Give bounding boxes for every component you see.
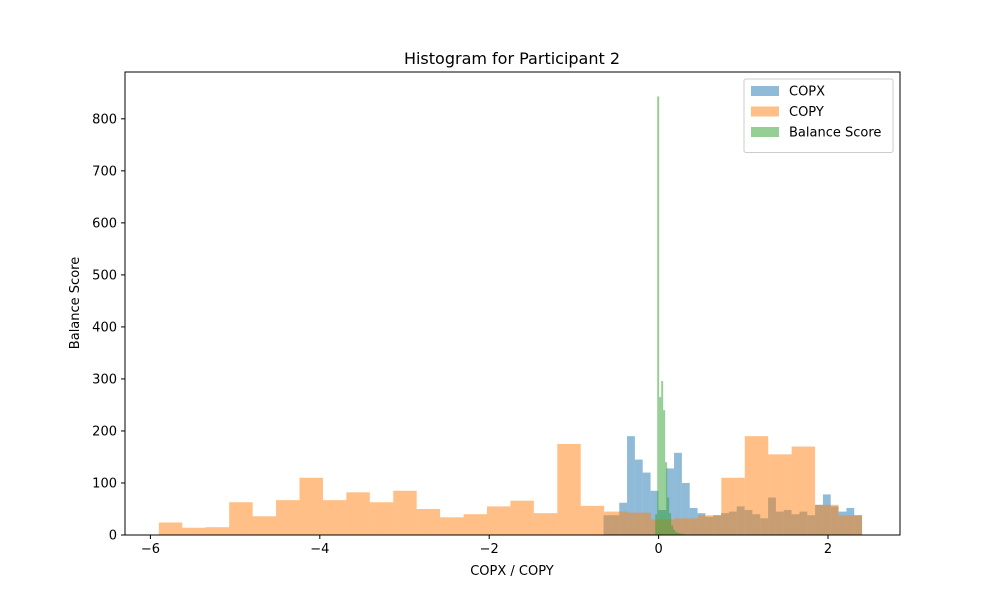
bar-balance-score-1 (657, 96, 660, 535)
bar-copy-6 (299, 477, 323, 535)
bar-balance-score-13 (681, 533, 684, 535)
legend-swatch (751, 86, 779, 96)
x-tick-label: −2 (480, 542, 499, 557)
bar-copy-14 (486, 506, 511, 535)
y-tick-label: 600 (92, 216, 117, 231)
y-tick-label: 800 (92, 112, 117, 127)
y-axis-label: Balance Score (68, 257, 83, 349)
bar-balance-score-6 (667, 497, 670, 535)
bar-copy-17 (557, 443, 581, 535)
x-axis-ticks: −6 −4 −2 0 2 (141, 535, 832, 557)
bars-layer (158, 96, 863, 535)
bar-copy-24 (721, 477, 745, 535)
bar-balance-score-10 (675, 531, 678, 535)
bar-copy-0 (158, 522, 183, 535)
bar-balance-score-3 (661, 381, 664, 535)
y-tick-label: 0 (109, 529, 117, 544)
bar-copy-11 (416, 508, 441, 535)
bar-copy-10 (393, 490, 417, 535)
x-tick-label: 2 (824, 542, 832, 557)
bar-copy-2 (205, 527, 230, 535)
y-tick-label: 200 (92, 424, 117, 439)
bar-copx-8 (666, 468, 675, 535)
bar-copy-26 (768, 454, 792, 535)
bar-copy-18 (580, 505, 605, 535)
bar-balance-score-14 (683, 533, 686, 535)
bar-balance-score-7 (669, 513, 672, 535)
bar-balance-score-12 (679, 533, 682, 535)
bar-copy-1 (182, 527, 206, 535)
bar-balance-score-11 (677, 532, 680, 535)
legend-swatch (751, 127, 779, 137)
bar-copy-4 (252, 516, 277, 535)
bar-copy-23 (697, 515, 722, 535)
bar-copx-5 (642, 472, 651, 535)
x-axis-label: COPX / COPY (470, 564, 554, 579)
bar-copy-25 (744, 436, 769, 535)
bar-copx-6 (650, 490, 659, 535)
y-tick-label: 100 (92, 476, 117, 491)
legend-label: COPY (789, 105, 824, 120)
bar-copy-5 (276, 500, 300, 535)
y-axis-ticks: 0 100 200 300 400 500 600 700 800 (92, 112, 125, 544)
x-tick-label: 0 (654, 542, 662, 557)
x-tick-label: −6 (141, 542, 160, 557)
bar-copy-28 (815, 504, 839, 535)
legend-swatch (751, 106, 779, 117)
y-tick-label: 500 (92, 268, 117, 283)
bar-copx-3 (627, 436, 635, 535)
x-tick-label: −4 (310, 542, 329, 557)
legend-label: COPX (789, 85, 825, 100)
bar-copx-9 (674, 452, 682, 535)
bar-copy-13 (463, 514, 487, 535)
bar-balance-score-8 (671, 525, 674, 535)
y-tick-label: 700 (92, 164, 117, 179)
chart-title: Histogram for Participant 2 (404, 49, 620, 68)
legend-box (743, 78, 894, 153)
bar-balance-score-5 (665, 462, 668, 535)
bar-balance-score-2 (659, 397, 662, 535)
bar-copy-3 (229, 502, 253, 535)
bar-copy-15 (510, 500, 534, 535)
bar-copx-10 (681, 482, 690, 535)
bar-copy-20 (627, 512, 652, 535)
y-tick-label: 400 (92, 320, 117, 335)
y-tick-label: 300 (92, 372, 117, 387)
bar-copy-12 (440, 517, 464, 535)
legend: COPX COPY Balance Score (743, 78, 894, 153)
bar-balance-score-0 (655, 514, 658, 535)
bar-balance-score-4 (663, 410, 666, 535)
bar-copy-19 (604, 511, 628, 535)
bar-copy-9 (369, 502, 394, 535)
bar-copy-29 (838, 515, 862, 535)
bar-copy-8 (346, 492, 370, 535)
bar-copy-16 (533, 513, 558, 535)
bar-balance-score-9 (673, 529, 676, 535)
legend-label: Balance Score (789, 126, 881, 141)
plot-frame (124, 71, 901, 536)
bar-copx-4 (634, 459, 643, 535)
bar-copy-22 (674, 518, 698, 535)
bar-copy-7 (322, 500, 347, 535)
bar-copy-27 (791, 446, 816, 535)
